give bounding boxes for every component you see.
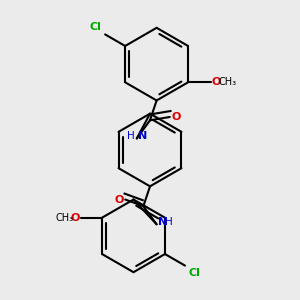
- Text: CH₃: CH₃: [218, 77, 237, 87]
- Text: O: O: [172, 112, 181, 122]
- Text: Cl: Cl: [188, 268, 200, 278]
- Text: O: O: [212, 77, 221, 87]
- Text: Cl: Cl: [90, 22, 102, 32]
- Text: O: O: [114, 194, 124, 205]
- Text: O: O: [70, 213, 80, 223]
- Text: H: H: [165, 217, 172, 227]
- Text: CH₃: CH₃: [55, 213, 73, 223]
- Text: H: H: [128, 131, 135, 141]
- Text: N: N: [138, 131, 148, 141]
- Text: N: N: [158, 217, 167, 227]
